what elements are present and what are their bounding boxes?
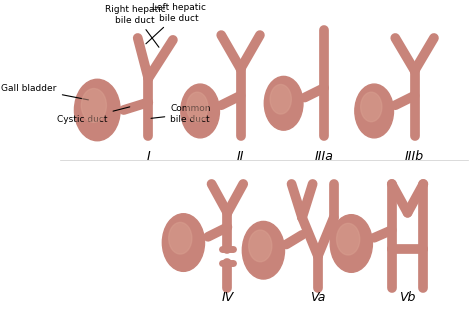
Text: Gall bladder: Gall bladder (1, 84, 89, 100)
Ellipse shape (355, 84, 393, 138)
Ellipse shape (264, 77, 303, 130)
Text: IV: IV (221, 291, 234, 304)
Text: Common
bile duct: Common bile duct (151, 104, 211, 123)
Ellipse shape (187, 92, 208, 122)
Text: Va: Va (310, 291, 326, 304)
Text: Right hepatic
bile duct: Right hepatic bile duct (105, 5, 165, 47)
Ellipse shape (249, 230, 272, 262)
Ellipse shape (337, 223, 360, 255)
Text: Left hepatic
bile duct: Left hepatic bile duct (146, 3, 206, 44)
Ellipse shape (169, 222, 192, 254)
Ellipse shape (82, 89, 107, 122)
Text: IIIa: IIIa (315, 150, 334, 163)
Ellipse shape (330, 215, 373, 272)
Ellipse shape (361, 92, 382, 122)
Ellipse shape (162, 214, 205, 271)
Text: Vb: Vb (400, 291, 416, 304)
Text: I: I (146, 150, 150, 163)
Text: IIIb: IIIb (405, 150, 424, 163)
Ellipse shape (74, 79, 120, 141)
Ellipse shape (181, 84, 219, 138)
Ellipse shape (270, 84, 292, 114)
Text: Cystic duct: Cystic duct (57, 107, 130, 123)
Ellipse shape (242, 221, 284, 279)
Text: II: II (237, 150, 244, 163)
